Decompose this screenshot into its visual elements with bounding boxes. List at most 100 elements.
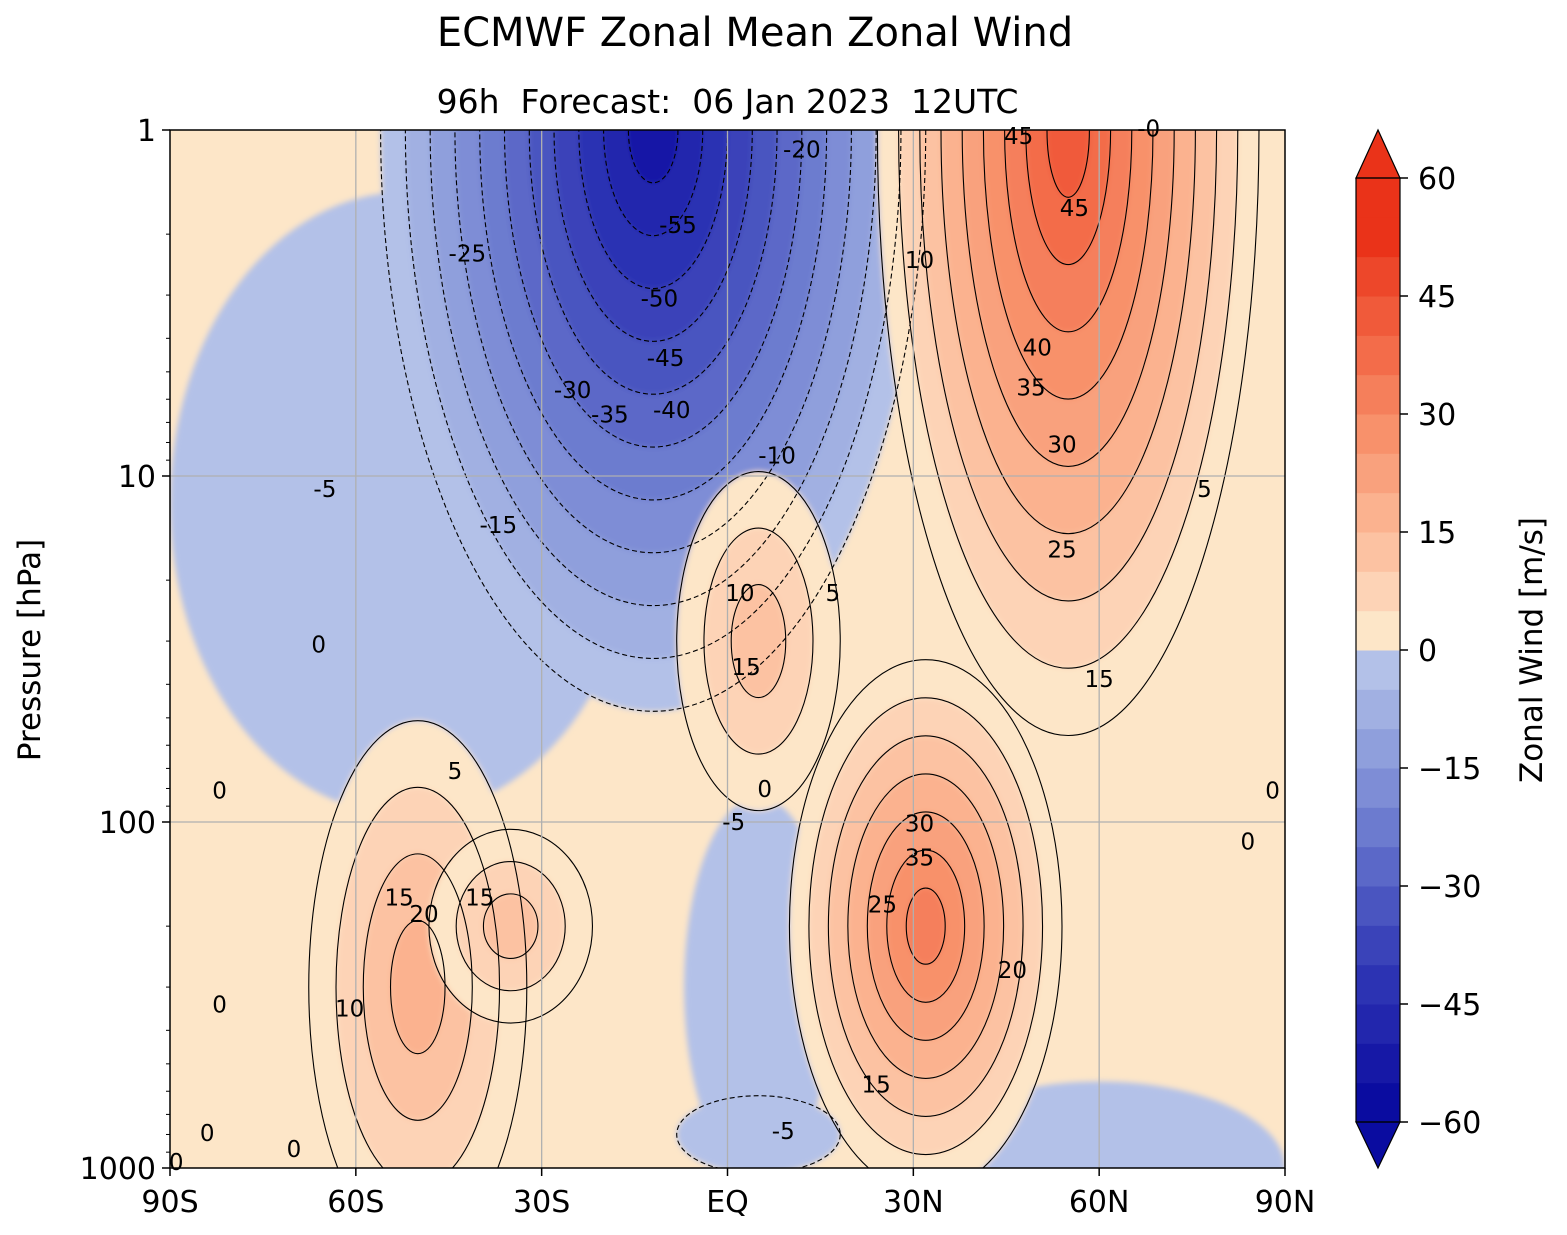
colorbar-band (1356, 1043, 1400, 1084)
colorbar-tick-label: −45 (1418, 988, 1481, 1023)
contour-band (906, 888, 946, 965)
contour-line (886, 849, 966, 1003)
contour-label: 5 (1197, 477, 1212, 503)
colorbar-band (1356, 256, 1400, 297)
contour-label: -5 (772, 1119, 795, 1145)
colorbar-tick-label: −15 (1418, 752, 1481, 787)
contour-line (380, 130, 927, 712)
chart-subtitle: 96h Forecast: 06 Jan 2023 12UTC (436, 82, 1019, 121)
x-tick-label: 60S (327, 1185, 384, 1220)
colorbar-band (1356, 532, 1400, 572)
contour-label: 30 (1047, 433, 1076, 459)
contour-line (479, 130, 828, 501)
contour-label: 5 (448, 759, 463, 785)
contour-line (788, 659, 1063, 1168)
contour-label: -10 (758, 443, 796, 469)
contour-line (703, 527, 814, 755)
contour-label: 15 (731, 655, 760, 681)
contour-label: 0 (757, 777, 772, 803)
colorbar-extend-min (1355, 1121, 1401, 1170)
contour-line (553, 130, 753, 342)
contour-line (847, 773, 1005, 1079)
colorbar-band (1356, 374, 1400, 415)
x-tick-label: 90S (141, 1185, 198, 1220)
colorbar-band (1356, 1004, 1400, 1044)
x-tick-label: 30N (883, 1185, 944, 1220)
contour-line (308, 720, 528, 1168)
colorbar-tick-label: 30 (1418, 398, 1456, 433)
colorbar-tick-label: −30 (1418, 870, 1481, 905)
contour-label: 15 (385, 886, 414, 912)
contour-line (528, 130, 778, 395)
contour-label: 0 (200, 1121, 215, 1147)
contour-line (428, 828, 594, 1024)
colorbar-band (1356, 964, 1400, 1005)
colorbar-band (1356, 728, 1400, 769)
contour-label: -5 (313, 477, 336, 503)
contour-line (808, 697, 1044, 1156)
contour-label: 30 (905, 811, 934, 837)
contour-label: 15 (1085, 667, 1114, 693)
colorbar-band (1356, 571, 1400, 612)
colorbar-tick-label: −60 (1418, 1106, 1481, 1141)
colorbar-band (1356, 492, 1400, 533)
contour-label: 40 (1023, 336, 1052, 362)
colorbar-band (1356, 178, 1400, 218)
contour-line (362, 853, 473, 1121)
colorbar-band (1356, 650, 1400, 690)
colorbar-band (1356, 453, 1400, 494)
x-tick-label: 90N (1255, 1185, 1316, 1220)
contour-label: -45 (647, 346, 685, 372)
colorbar-tick-label: 45 (1418, 280, 1456, 315)
contour-label: -5 (722, 810, 745, 836)
contour-label: 0 (212, 992, 227, 1018)
contour-line (940, 130, 1196, 535)
contour-line (389, 919, 446, 1055)
contour-label: 35 (905, 846, 934, 872)
x-tick-label: EQ (706, 1185, 749, 1220)
x-tick-label: 30S (513, 1185, 570, 1220)
colorbar-band (1356, 768, 1400, 808)
contour-line (866, 811, 985, 1041)
contour-line (1046, 130, 1090, 198)
contour-label: 45 (1004, 124, 1033, 150)
contour-line (482, 893, 539, 959)
contour-label: 5 (825, 581, 840, 607)
colorbar-band (1356, 335, 1400, 376)
colorbar-band (1356, 610, 1400, 651)
contour-line (730, 584, 787, 699)
contour-labels: -20-55-25-50-45-30-35 -40-10-5-154545-010… (169, 117, 1280, 1176)
colorbar-tick-label: 15 (1418, 516, 1456, 551)
colorbar-band (1356, 296, 1400, 336)
y-tick-label: 1 (137, 114, 156, 149)
contour-line (898, 130, 1239, 669)
contour-label: -35 (591, 402, 629, 428)
contour-line (503, 130, 803, 448)
contour-label: -55 (659, 213, 697, 239)
contour-line (1025, 130, 1112, 266)
contour-label: 20 (998, 958, 1027, 984)
colorbar-band (1356, 1082, 1400, 1123)
contour-label: 35 (1016, 375, 1045, 401)
colorbar-band (1356, 217, 1400, 258)
contour-line (982, 130, 1154, 400)
colorbar-tick-label: 60 (1418, 162, 1456, 197)
colorbar-extend-max (1355, 128, 1401, 179)
colorbar-band (1356, 925, 1400, 966)
contour-line (1004, 130, 1133, 333)
y-tick-label: 10 (118, 460, 156, 495)
contour-label: 10 (905, 248, 934, 274)
contour-label: -50 (641, 287, 679, 313)
contour-line (676, 1095, 841, 1168)
chart-title: ECMWF Zonal Mean Zonal Wind (436, 10, 1074, 56)
contour-label: -15 (480, 513, 518, 539)
contour-label: -30 (554, 378, 592, 404)
contour-label: 0 (1265, 779, 1280, 805)
contour-lines (308, 130, 1260, 1168)
contour-label: 25 (1047, 538, 1076, 564)
contour-line (919, 130, 1218, 602)
contour-line (578, 130, 729, 290)
colorbar-band (1356, 807, 1400, 848)
contour-line (961, 130, 1175, 467)
